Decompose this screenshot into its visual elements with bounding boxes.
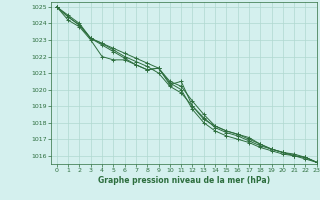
X-axis label: Graphe pression niveau de la mer (hPa): Graphe pression niveau de la mer (hPa) bbox=[98, 176, 270, 185]
